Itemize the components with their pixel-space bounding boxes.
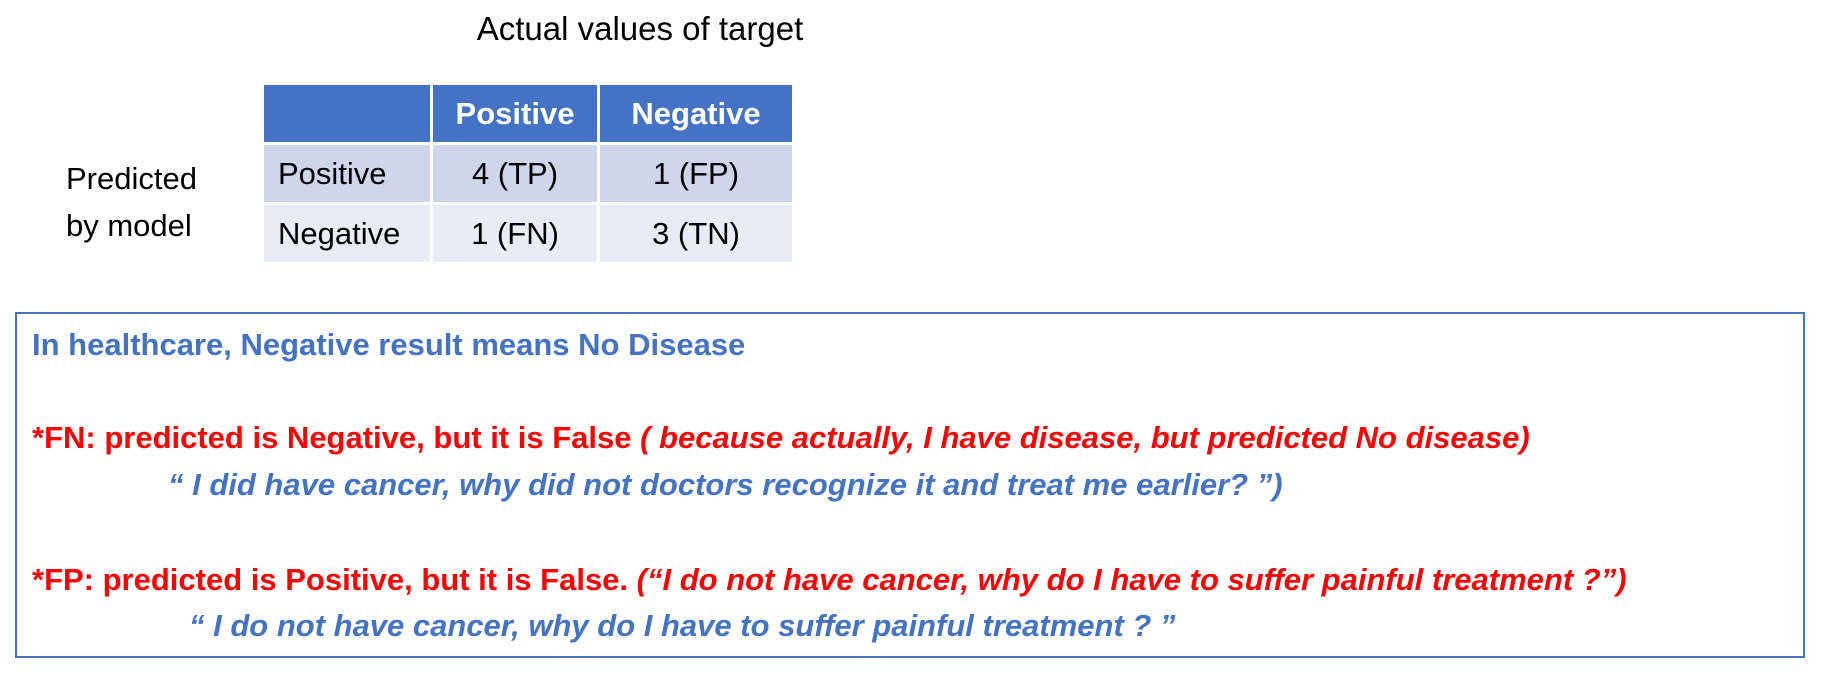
confusion-matrix-table: Positive Negative Positive 4 (TP) 1 (FP)… bbox=[261, 82, 795, 265]
table-row: Positive 4 (TP) 1 (FP) bbox=[261, 142, 795, 205]
fn-reason: ( because actually, I have disease, but … bbox=[640, 420, 1530, 455]
fp-explanation: *FP: predicted is Positive, but it is Fa… bbox=[32, 562, 1627, 598]
fn-quote: “ I did have cancer, why did not doctors… bbox=[168, 467, 1283, 502]
predicted-axis-label: Predicted by model bbox=[66, 155, 197, 249]
table-header-row: Positive Negative bbox=[261, 82, 795, 145]
cell-fp: 1 (FP) bbox=[597, 142, 795, 205]
fn-definition: *FN: predicted is Negative, but it is Fa… bbox=[32, 420, 641, 455]
cell-tn: 3 (TN) bbox=[597, 202, 795, 265]
header-negative: Negative bbox=[597, 82, 795, 145]
fp-definition: *FP: predicted is Positive, but it is Fa… bbox=[32, 562, 637, 597]
fp-reason: (“I do not have cancer, why do I have to… bbox=[636, 562, 1627, 597]
fn-explanation: *FN: predicted is Negative, but it is Fa… bbox=[32, 420, 1530, 456]
predicted-label-line1: Predicted bbox=[66, 161, 197, 196]
cell-fn: 1 (FN) bbox=[430, 202, 600, 265]
table-row: Negative 1 (FN) 3 (TN) bbox=[261, 202, 795, 265]
header-corner-cell bbox=[261, 82, 433, 145]
explanation-box: In healthcare, Negative result means No … bbox=[15, 312, 1805, 658]
row-label-positive: Positive bbox=[261, 142, 433, 205]
header-positive: Positive bbox=[430, 82, 600, 145]
fp-quote: “ I do not have cancer, why do I have to… bbox=[189, 608, 1176, 643]
predicted-label-line2: by model bbox=[66, 208, 192, 243]
note-heading: In healthcare, Negative result means No … bbox=[32, 327, 746, 362]
cell-tp: 4 (TP) bbox=[430, 142, 600, 205]
actual-values-title: Actual values of target bbox=[476, 10, 804, 47]
row-label-negative: Negative bbox=[261, 202, 433, 265]
